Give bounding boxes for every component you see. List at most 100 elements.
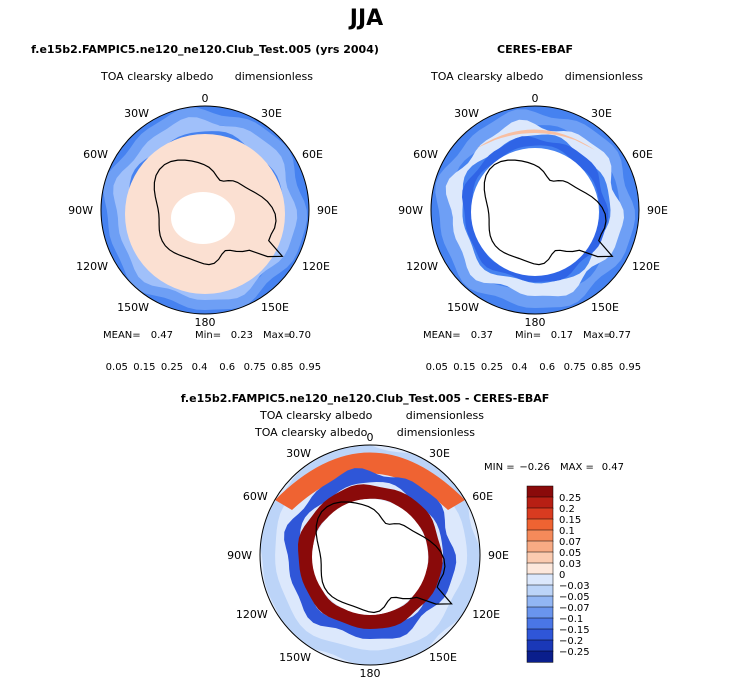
coastline bbox=[483, 159, 614, 266]
stat-min-label: Min= bbox=[515, 330, 541, 341]
longitude-label: 60W bbox=[83, 148, 108, 161]
colorbar-swatch bbox=[526, 639, 554, 652]
colorbar-tick-label: 0.75 bbox=[244, 362, 266, 373]
longitude-label: 180 bbox=[525, 316, 546, 329]
colorbar-swatch bbox=[526, 650, 554, 663]
longitude-label: 30E bbox=[261, 107, 282, 120]
longitude-label: 180 bbox=[195, 316, 216, 329]
panel-title: CERES-EBAF bbox=[497, 43, 573, 56]
colorbar-tick-label: 0.05 bbox=[559, 548, 581, 559]
colorbar-tick-label: 0 bbox=[559, 570, 565, 581]
colorbar-tick-label: 0.15 bbox=[453, 362, 475, 373]
colorbar-swatch bbox=[526, 617, 554, 630]
longitude-label: 90W bbox=[398, 204, 423, 217]
colorbar-tick-label: 0.15 bbox=[133, 362, 155, 373]
colorbar-swatch bbox=[526, 562, 554, 575]
colorbar-swatch bbox=[526, 518, 554, 531]
units-label: dimensionless bbox=[235, 70, 314, 83]
map-border bbox=[259, 444, 481, 666]
longitude-label: 90W bbox=[227, 549, 252, 562]
longitude-label: 120W bbox=[76, 260, 108, 273]
stat-min-value: −0.26 bbox=[519, 462, 550, 473]
colorbar-tick-label: −0.03 bbox=[559, 581, 590, 592]
longitude-label: 30W bbox=[286, 447, 311, 460]
longitude-label: 120W bbox=[406, 260, 438, 273]
colorbar-tick-label: 0.05 bbox=[426, 362, 448, 373]
longitude-label: 30E bbox=[591, 107, 612, 120]
colorbar-tick-label: 0.05 bbox=[106, 362, 128, 373]
longitude-label: 150E bbox=[591, 301, 619, 314]
colorbar-swatch bbox=[526, 606, 554, 619]
longitude-label: 60E bbox=[472, 490, 493, 503]
colorbar-swatch bbox=[526, 573, 554, 586]
colorbar-tick-label: 0.6 bbox=[219, 362, 235, 373]
colorbar-swatch bbox=[526, 551, 554, 564]
longitude-label: 60E bbox=[632, 148, 653, 161]
units-label: dimensionless bbox=[406, 409, 485, 422]
region-sea-ice-positive bbox=[275, 452, 465, 510]
map-border bbox=[100, 105, 310, 315]
colorbar-tick-label: −0.1 bbox=[559, 614, 583, 625]
longitude-label: 150E bbox=[429, 651, 457, 664]
map-fill-group bbox=[431, 106, 639, 314]
stat-max-label: Max= bbox=[263, 330, 292, 341]
longitude-label: 90E bbox=[317, 204, 338, 217]
variable-label: TOA clearsky albedo bbox=[100, 70, 214, 83]
coastline bbox=[153, 159, 284, 266]
colorbar-tick-label: −0.07 bbox=[559, 603, 590, 614]
variable-label: TOA clearsky albedo bbox=[430, 70, 544, 83]
longitude-label: 0 bbox=[202, 92, 209, 105]
longitude-label: 0 bbox=[367, 431, 374, 444]
colorbar-tick-label: 0.07 bbox=[559, 537, 581, 548]
stat-mean-label: MEAN= bbox=[103, 330, 141, 341]
longitude-label: 30W bbox=[454, 107, 479, 120]
region-interior-missing bbox=[312, 499, 428, 615]
stat-max-value: 0.47 bbox=[602, 462, 624, 473]
stat-max-value: 0.70 bbox=[289, 330, 311, 341]
longitude-label: 150E bbox=[261, 301, 289, 314]
stat-min-label: MIN = bbox=[484, 462, 515, 473]
colorbar-swatch bbox=[526, 496, 554, 509]
stat-max-label: MAX = bbox=[560, 462, 594, 473]
colorbar-swatch bbox=[526, 485, 554, 498]
colorbar-tick-label: 0.85 bbox=[591, 362, 613, 373]
longitude-label: 60E bbox=[302, 148, 323, 161]
region-ice-edge-band bbox=[477, 129, 595, 150]
longitude-label: 30E bbox=[429, 447, 450, 460]
variable-label: TOA clearsky albedo bbox=[254, 426, 368, 439]
region-polar-night-missing bbox=[471, 148, 599, 276]
longitude-label: 120E bbox=[632, 260, 660, 273]
stat-min-value: 0.17 bbox=[551, 330, 573, 341]
stat-max-label: Max= bbox=[583, 330, 612, 341]
stat-min-value: 0.23 bbox=[231, 330, 253, 341]
stat-max-value: 0.77 bbox=[609, 330, 631, 341]
colorbar-tick-label: 0.4 bbox=[512, 362, 528, 373]
longitude-label: 0 bbox=[532, 92, 539, 105]
colorbar-tick-label: 0.15 bbox=[559, 515, 581, 526]
colorbar-swatch bbox=[526, 595, 554, 608]
colorbar-swatch bbox=[526, 529, 554, 542]
longitude-label: 60W bbox=[243, 490, 268, 503]
longitude-label: 180 bbox=[360, 667, 381, 678]
colorbar-tick-label: 0.2 bbox=[559, 504, 575, 515]
units-label: dimensionless bbox=[397, 426, 476, 439]
colorbar-tick-label: −0.05 bbox=[559, 592, 590, 603]
colorbar-swatch bbox=[526, 584, 554, 597]
colorbar-tick-label: −0.2 bbox=[559, 636, 583, 647]
longitude-label: 90W bbox=[68, 204, 93, 217]
map-fill-group bbox=[260, 445, 480, 665]
colorbar-swatch bbox=[526, 628, 554, 641]
colorbar-tick-label: 0.95 bbox=[299, 362, 321, 373]
colorbar-tick-label: 0.85 bbox=[271, 362, 293, 373]
stat-min-label: Min= bbox=[195, 330, 221, 341]
panel-title: f.e15b2.FAMPIC5.ne120_ne120.Club_Test.00… bbox=[181, 392, 550, 405]
stat-mean-value: 0.47 bbox=[151, 330, 173, 341]
figure-title: JJA bbox=[349, 6, 384, 31]
longitude-label: 120E bbox=[302, 260, 330, 273]
colorbar-tick-label: 0.25 bbox=[161, 362, 183, 373]
units-label: dimensionless bbox=[565, 70, 644, 83]
longitude-label: 120E bbox=[472, 608, 500, 621]
colorbar-swatch bbox=[526, 540, 554, 553]
region-antarctic-interior bbox=[171, 192, 235, 244]
